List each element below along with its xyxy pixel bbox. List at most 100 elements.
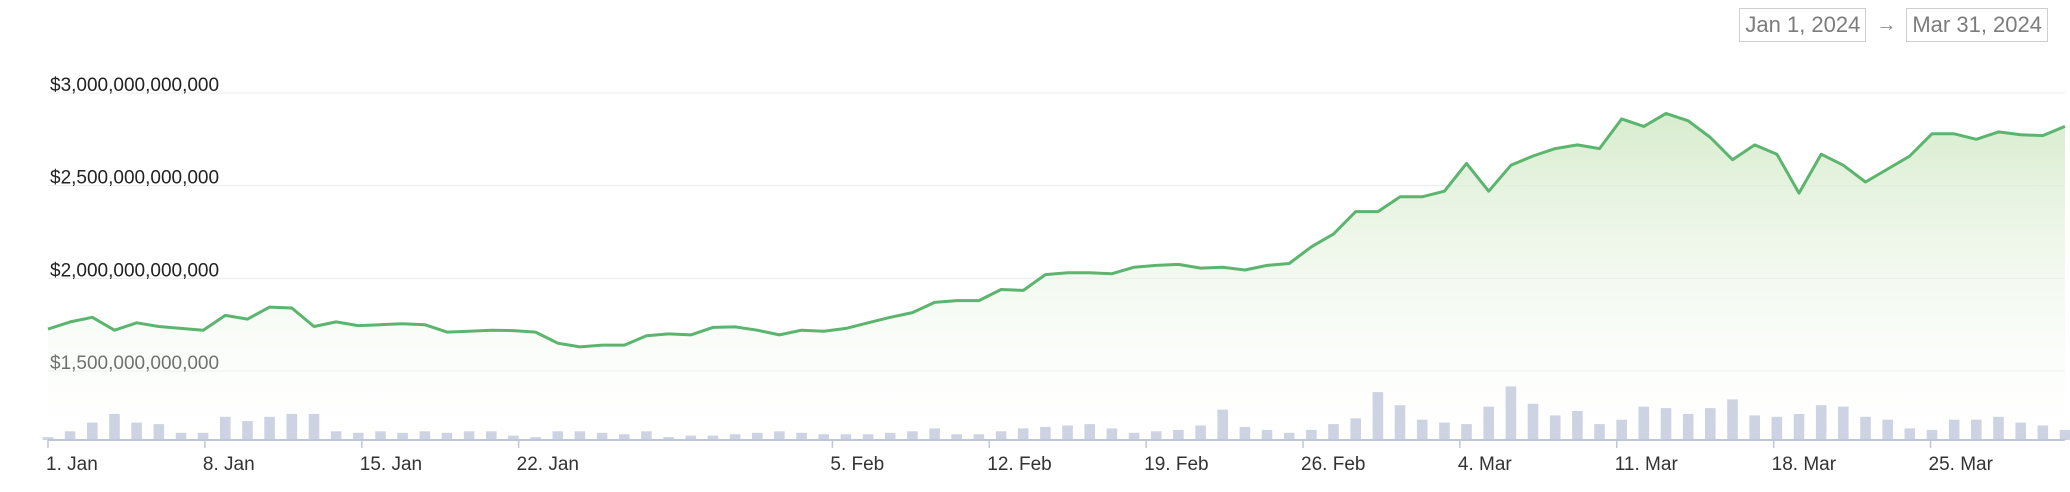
volume-bar [131,422,142,440]
date-range-selector: Jan 1, 2024 → Mar 31, 2024 [1739,8,2048,42]
volume-bar [1239,426,1251,440]
y-tick-label: $3,000,000,000,000 [50,75,219,96]
volume-bar [1749,415,1760,440]
volume-bar [1062,425,1073,440]
volume-bar [1926,429,1938,440]
volume-bar [1017,428,1029,440]
volume-bar [1727,399,1738,440]
volume-bar [1771,416,1783,440]
volume-bar [1483,406,1494,440]
x-tick-label: 26. Feb [1301,454,1365,475]
x-tick-label: 5. Feb [830,454,884,475]
volume-bar [1993,416,2004,440]
price-line [47,111,2066,349]
volume-bar [242,421,253,440]
volume-bar [486,431,497,440]
volume-bar [818,434,829,440]
x-tick-label: 1. Jan [46,454,98,475]
volume-bar [463,431,475,440]
y-tick-label: $2,000,000,000,000 [50,260,219,281]
x-tick-label: 11. Mar [1615,454,1679,475]
volume-bar [2059,429,2070,440]
volume-bar [973,434,985,440]
volume-bar [929,428,940,440]
volume-bar [397,432,408,441]
volume-bar [1394,405,1406,440]
x-axis-ticks: 1. Jan 8. Jan 15. Jan 22. Jan 5. Feb 12. Feb 1… [46,440,1994,475]
volume-bar [197,432,209,441]
volume-bar [1461,424,1472,441]
x-tick-label: 25. Mar [1929,454,1994,475]
volume-bar [663,437,674,440]
volume-bar [1195,425,1206,440]
price-area [48,113,2065,441]
volume-bar [1439,422,1450,440]
volume-bar [330,431,342,440]
volume-bar [1084,424,1095,441]
x-tick-label: 4. Mar [1458,454,1513,475]
volume-bar [1283,432,1295,441]
volume-bar [64,431,76,440]
volume-bar [884,432,896,441]
volume-bar [596,432,608,441]
volume-bar [1948,419,1960,440]
volume-bar [153,424,165,441]
volume-bar [286,413,298,440]
volume-bar [1372,392,1384,440]
volume-bar [1904,428,1916,440]
y-tick-label: $2,500,000,000,000 [50,168,219,189]
volume-bar [1594,424,1605,441]
volume-bar [441,432,453,441]
volume-bar [1328,424,1339,441]
volume-bar [1150,431,1162,440]
volume-bar [574,431,586,440]
volume-bar [2015,422,2026,440]
volume-bar [1261,429,1273,440]
volume-bar [1638,406,1650,440]
volume-bar [530,437,541,440]
volume-bar [1660,408,1672,440]
volume-bar [1815,405,1827,440]
arrow-right-icon: → [1876,13,1897,36]
volume-bar [907,431,918,440]
volume-bar [264,416,275,440]
x-tick-label: 8. Jan [203,454,255,475]
volume-bar [1505,386,1517,441]
volume-bar [175,432,187,441]
volume-bar [995,431,1007,440]
volume-bar [1860,416,1871,440]
volume-bar [1040,426,1051,440]
volume-bar [109,413,120,440]
x-tick-label: 22. Jan [517,454,579,475]
volume-bar [729,434,741,440]
volume-bar [707,435,719,440]
volume-bar [2037,425,2049,440]
volume-bar [42,437,54,440]
volume-bar [87,422,98,440]
x-tick-label: 18. Mar [1772,454,1837,475]
volume-bar [1793,413,1805,440]
volume-bar [1106,428,1118,440]
volume-bars [42,386,2070,441]
volume-bar [1350,418,1361,441]
volume-bar [1882,419,1893,440]
volume-bar [862,434,874,440]
volume-bar [1682,413,1694,440]
volume-bar [774,431,785,440]
volume-bar [1527,403,1539,441]
volume-bar [641,431,652,440]
volume-bar [1128,432,1140,441]
volume-bar [508,435,519,440]
volume-bar [552,431,564,440]
volume-bar [220,416,231,440]
x-tick-label: 15. Jan [360,454,422,475]
volume-bar [1616,419,1627,440]
volume-bar [1173,429,1184,440]
volume-bar [1971,419,1982,440]
end-date-input[interactable]: Mar 31, 2024 [1906,8,2048,42]
volume-bar [1416,419,1428,440]
x-tick-label: 19. Feb [1144,454,1208,475]
volume-bar [1838,406,1849,440]
start-date-input[interactable]: Jan 1, 2024 [1739,8,1867,42]
